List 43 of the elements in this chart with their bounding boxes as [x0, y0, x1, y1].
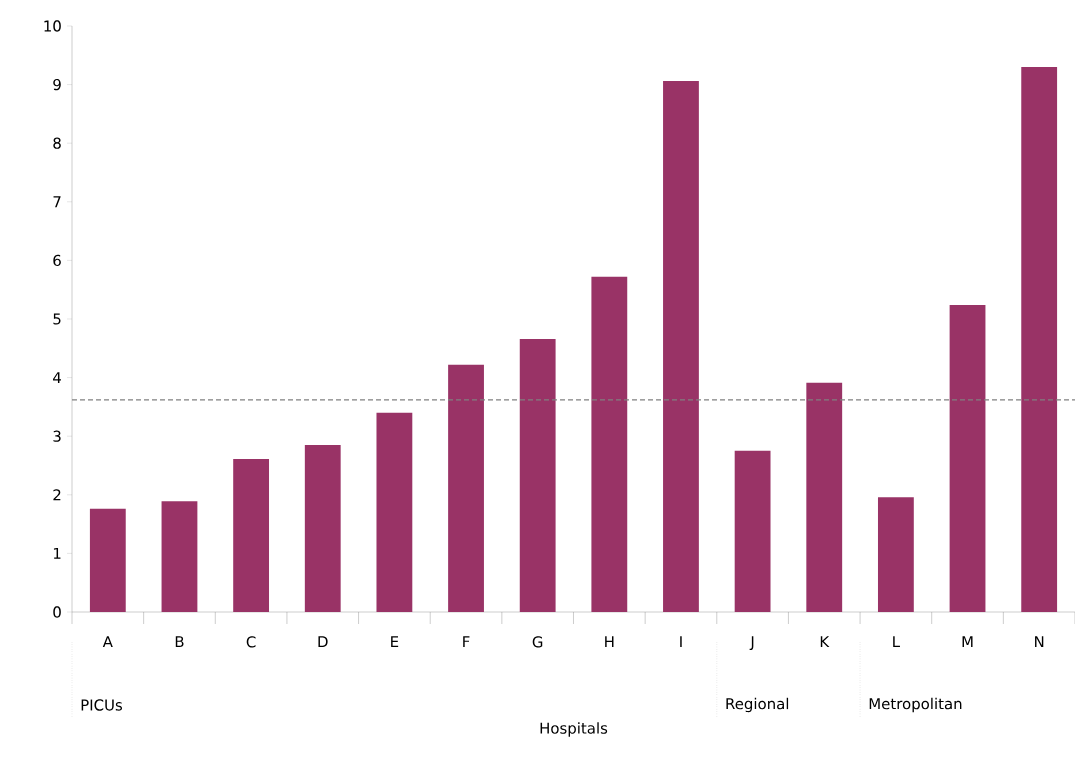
bar	[1021, 67, 1058, 612]
y-tick-label: 4	[53, 372, 61, 384]
bar	[448, 364, 484, 612]
x-tick-label: A	[102, 636, 113, 648]
x-tick-label: L	[893, 636, 900, 648]
x-tick-label: M	[962, 636, 973, 648]
bar	[89, 508, 126, 612]
y-tick-label: 1	[53, 547, 61, 559]
bar	[734, 450, 771, 612]
bar	[949, 304, 986, 612]
x-tick-label: K	[820, 636, 830, 648]
x-tick-label: I	[680, 636, 682, 648]
y-tick-label: 5	[53, 313, 61, 325]
x-tick-label: G	[532, 636, 543, 648]
x-tick-label: C	[246, 636, 256, 648]
y-tick-label: 10	[44, 20, 61, 32]
x-tick-label: E	[391, 636, 399, 648]
text: Metropolitan	[869, 697, 962, 713]
bar	[233, 459, 270, 612]
y-tick-label: 2	[53, 489, 61, 501]
x-tick-label: N	[1035, 636, 1044, 648]
text: PICUs	[81, 699, 123, 711]
bar	[877, 497, 914, 612]
x-tick-label: F	[463, 636, 470, 648]
y-tick-label: 9	[53, 78, 61, 91]
x-tick-label: D	[318, 636, 328, 648]
y-tick-label: 8	[53, 137, 61, 149]
bar	[304, 444, 341, 612]
bar	[591, 276, 628, 612]
bar	[519, 338, 556, 612]
x-tick-label: B	[175, 636, 184, 648]
bar	[161, 501, 198, 612]
bar	[806, 382, 843, 612]
x-tick-label: J	[749, 636, 754, 651]
x-axis-title: Hospitals	[540, 722, 608, 737]
bar	[663, 81, 699, 612]
text: Regional	[726, 697, 789, 713]
y-tick-label: 0	[53, 606, 61, 618]
y-tick-label: 7	[53, 196, 61, 208]
bar	[376, 412, 413, 612]
y-tick-label: 6	[53, 254, 61, 267]
x-tick-label: H	[605, 636, 614, 648]
y-tick-label: 3	[53, 430, 61, 442]
